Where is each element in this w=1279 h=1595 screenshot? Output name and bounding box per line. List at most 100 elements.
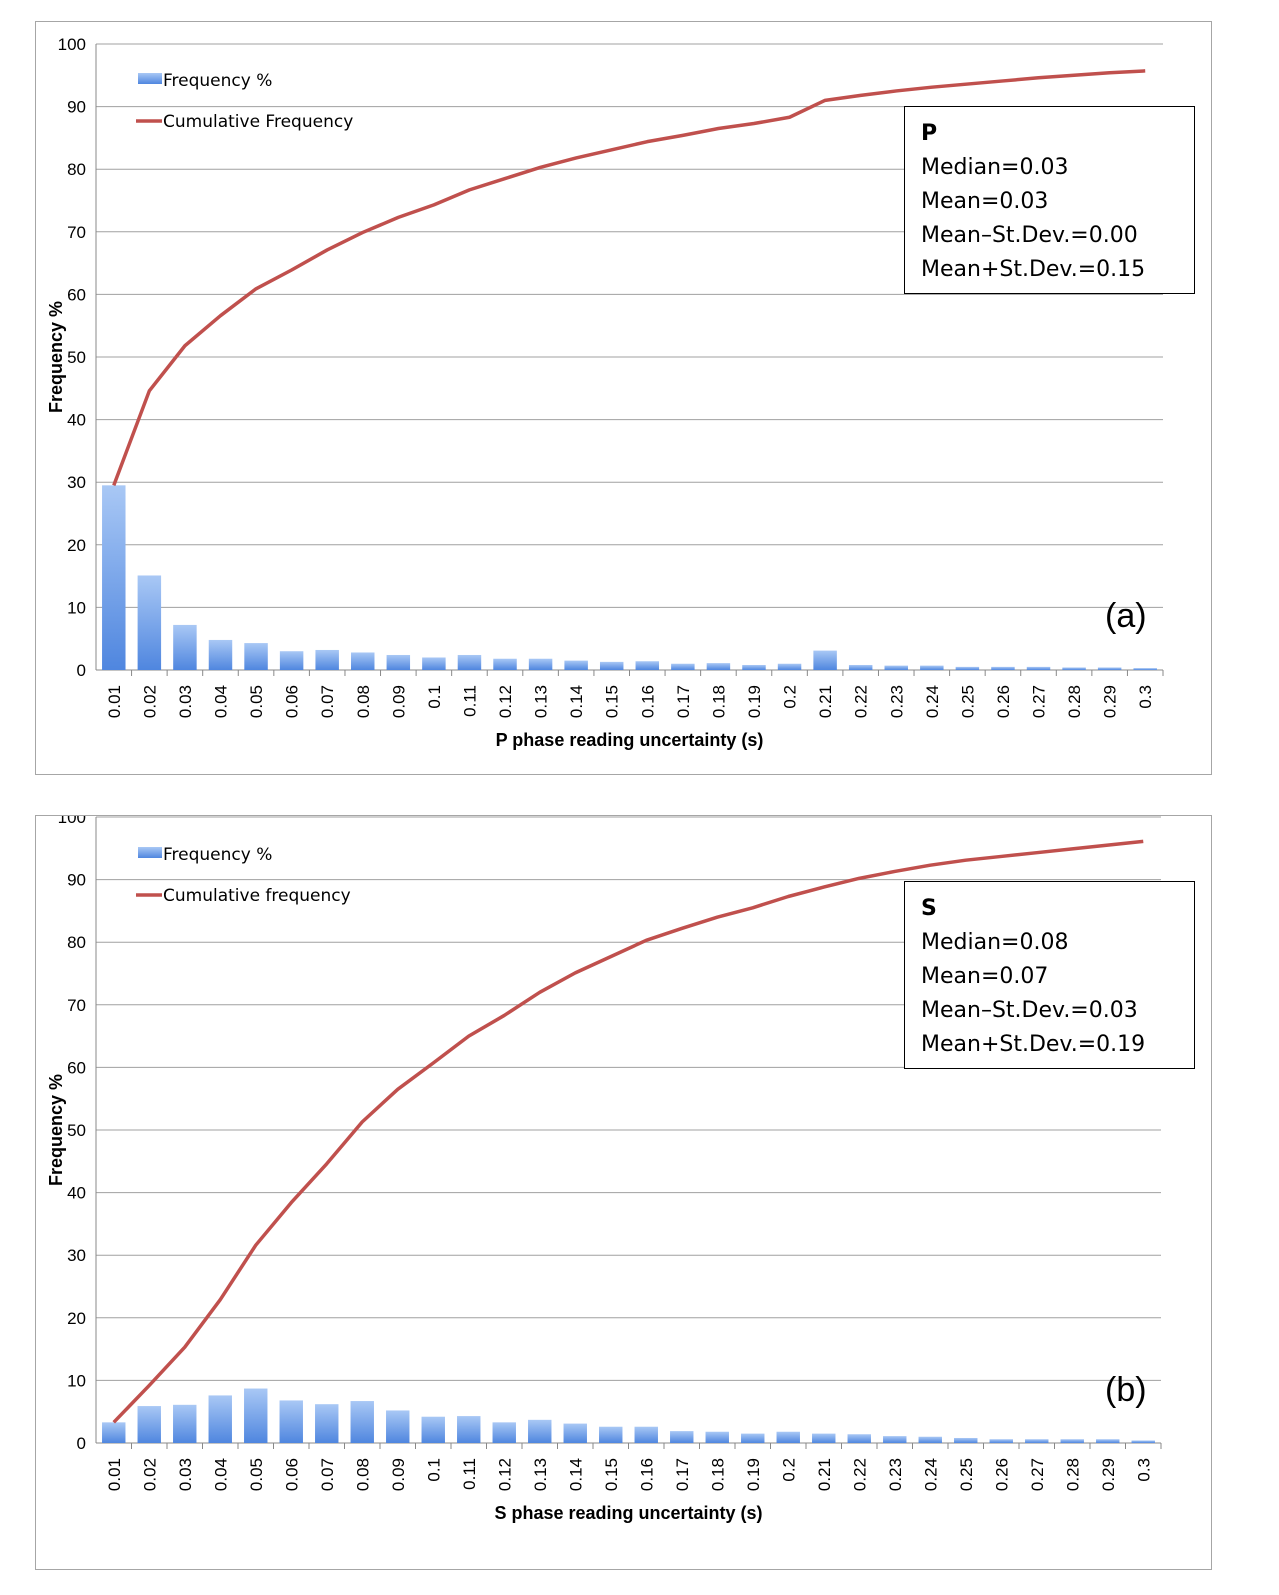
bar [244,1388,268,1443]
x-tick-label: 0.08 [354,685,373,718]
legend-bar-label: Frequency % [163,845,272,865]
x-tick-label: 0.28 [1065,685,1084,718]
bar [208,1395,232,1443]
x-tick-label: 0.13 [531,1458,550,1491]
chart-svg-p-phase: 0 10 20 30 40 50 60 70 80 90 100 0.01 0.02 0.03 0.04 0.… [46,35,1164,750]
x-tick-label: 0.22 [852,685,871,718]
y-tick-label: 100 [58,35,86,54]
bar [1062,667,1086,670]
x-tick-label: 0.07 [318,685,337,718]
x-tick-label: 0.02 [140,685,159,718]
x-tick-label: 0.05 [247,685,266,718]
x-tick-label: 0.17 [674,685,693,718]
bar [528,1419,552,1443]
x-tick-label: 0.01 [105,685,124,718]
x-tick-label: 0.3 [1136,685,1155,709]
x-tick-label: 0.2 [781,685,800,709]
x-tick-label: 0.29 [1099,1458,1118,1491]
bar [955,666,980,670]
cumulative-line [112,839,1144,1424]
bar [776,1431,800,1443]
y-tick-label: 0 [77,661,86,680]
y-tick-label: 70 [67,996,86,1015]
x-tick-label: 0.23 [886,1458,905,1491]
panel-label: (a) [1105,597,1147,635]
bar [386,654,411,670]
y-tick-label: 90 [67,871,86,890]
bar [315,1404,339,1443]
bar [563,1423,587,1443]
x-tick-label: 0.12 [495,1458,514,1491]
x-tick-label: 0.27 [1028,1458,1047,1491]
stats-box-s: S Median=0.08 Mean=0.07 Mean–St.Dev.=0.0… [904,881,1195,1069]
stats-mean-minus-sd: Mean–St.Dev.=0.03 [921,998,1138,1023]
chart-panel-s-phase: 0 10 20 30 40 50 60 70 80 90 100 0.01 0.02 0.03 0.04 0.… [35,815,1212,1570]
y-tick-label: 20 [67,536,86,555]
x-tick-label: 0.21 [815,1458,834,1491]
y-tick-label: 90 [67,98,86,117]
x-tick-label: 0.3 [1134,1458,1153,1482]
y-tick-label: 50 [67,1121,86,1140]
y-tick-label: 30 [67,473,86,492]
y-tick-label: 30 [67,1246,86,1265]
panel-label: (b) [1105,1371,1147,1409]
x-tick-label: 0.02 [140,1458,159,1491]
x-axis-title: S phase reading uncertainty (s) [494,1503,762,1523]
bar [920,665,944,670]
stats-heading: S [921,896,937,921]
bar [812,1433,836,1443]
y-tick-label: 60 [67,285,86,304]
bar [599,661,624,670]
bar [1097,667,1122,670]
x-tick-label: 0.24 [921,1458,940,1491]
x-tick-label: 0.08 [353,1458,372,1491]
bar [1025,1439,1049,1443]
stats-heading: P [921,121,938,146]
bar [847,1434,871,1443]
stats-median: Median=0.08 [921,930,1069,955]
y-tick-label: 20 [67,1309,86,1328]
cumulative-line [112,69,1146,486]
y-tick-label: 40 [67,1184,86,1203]
bar [350,1401,374,1443]
x-tick-label: 0.04 [211,685,230,718]
bar [599,1426,623,1443]
x-tick-label: 0.1 [425,685,444,709]
x-tick-label: 0.25 [957,1458,976,1491]
bar [954,1437,978,1443]
legend-bar-swatch [138,73,162,84]
bar [634,1426,658,1443]
chart-panel-p-phase: 0 10 20 30 40 50 60 70 80 90 100 0.01 0.02 0.03 0.04 0.… [35,21,1212,775]
x-tick-label: 0.18 [709,685,728,718]
x-tick-label: 0.18 [708,1458,727,1491]
x-tick-label: 0.03 [176,685,195,718]
x-tick-label: 0.23 [887,685,906,718]
bar [918,1436,942,1443]
x-tick-label: 0.14 [566,1458,585,1491]
bar [989,1439,1013,1443]
x-tick-label: 0.17 [673,1458,692,1491]
x-tick-label: 0.15 [602,1458,621,1491]
x-tick-label: 0.19 [744,1458,763,1491]
y-tick-label: 80 [67,160,86,179]
x-tick-label: 0.07 [318,1458,337,1491]
bar [386,1410,410,1443]
bar [635,661,660,670]
bar [564,660,588,670]
bar [351,652,375,670]
x-tick-label: 0.29 [1101,685,1120,718]
bar [528,658,553,670]
x-tick-label: 0.26 [992,1458,1011,1491]
stats-mean-plus-sd: Mean+St.Dev.=0.19 [921,1032,1146,1057]
bar [279,1400,303,1443]
bar [670,1431,694,1443]
bar [883,1436,907,1443]
bar [742,664,766,670]
bar [884,665,908,670]
stats-mean-plus-sd: Mean+St.Dev.=0.15 [921,257,1146,282]
x-tick-label: 0.11 [460,685,479,717]
x-tick-label: 0.25 [958,685,977,718]
y-axis-title: Frequency % [46,301,66,413]
stats-mean-minus-sd: Mean–St.Dev.=0.00 [921,223,1138,248]
x-tick-label: 0.28 [1063,1458,1082,1491]
